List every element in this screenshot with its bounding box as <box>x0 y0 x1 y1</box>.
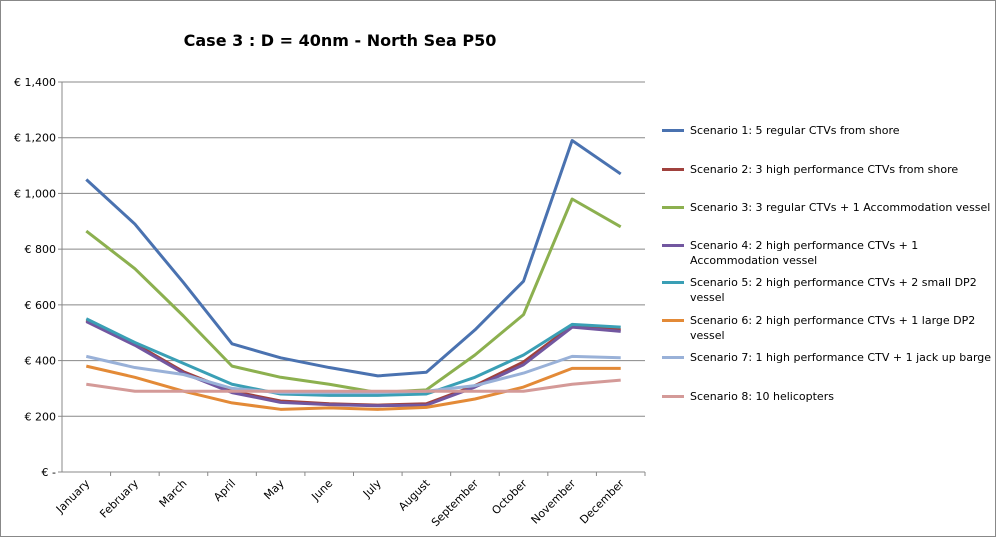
series-line <box>85 317 621 397</box>
y-tick-label: € 600 <box>25 299 57 312</box>
legend-swatch <box>662 395 684 398</box>
series-line <box>85 139 622 378</box>
legend-entry: Scenario 7: 1 high performance CTV + 1 j… <box>662 350 992 365</box>
legend-swatch <box>662 281 684 284</box>
y-tick-label: € 1,000 <box>14 187 56 200</box>
legend-entry: Scenario 2: 3 high performance CTVs from… <box>662 162 992 177</box>
legend-label: Scenario 7: 1 high performance CTV + 1 j… <box>690 351 992 364</box>
legend-label: Scenario 4: 2 high performance CTVs + 1 … <box>690 239 919 267</box>
legend-label: Scenario 8: 10 helicopters <box>690 390 834 403</box>
legend-entry: Scenario 3: 3 regular CTVs + 1 Accommoda… <box>662 200 992 215</box>
y-tick-label: € 400 <box>25 355 57 368</box>
legend-swatch <box>662 356 684 359</box>
legend-swatch <box>662 129 684 132</box>
series-line <box>85 197 622 395</box>
legend-swatch <box>662 244 684 247</box>
y-tick-label: € 800 <box>25 243 57 256</box>
y-tick-label: € 200 <box>25 410 57 423</box>
legend-entry: Scenario 6: 2 high performance CTVs + 1 … <box>662 313 992 343</box>
legend-entry: Scenario 5: 2 high performance CTVs + 2 … <box>662 275 992 305</box>
legend-swatch <box>662 168 684 171</box>
y-tick-label: € 1,200 <box>14 132 56 145</box>
legend-label: Scenario 5: 2 high performance CTVs + 2 … <box>690 276 977 304</box>
legend-entry: Scenario 1: 5 regular CTVs from shore <box>662 123 992 138</box>
legend-label: Scenario 1: 5 regular CTVs from shore <box>690 124 900 137</box>
legend-label: Scenario 3: 3 regular CTVs + 1 Accommoda… <box>690 201 991 214</box>
legend-swatch <box>662 319 684 322</box>
series-line <box>85 320 621 408</box>
legend-swatch <box>662 206 684 209</box>
legend-label: Scenario 6: 2 high performance CTVs + 1 … <box>690 314 976 342</box>
legend-entry: Scenario 8: 10 helicopters <box>662 389 992 404</box>
chart-title: Case 3 : D = 40nm - North Sea P50 <box>184 31 497 50</box>
legend-label: Scenario 2: 3 high performance CTVs from… <box>690 163 959 176</box>
y-tick-label: € 1,400 <box>14 76 56 89</box>
series-line <box>85 364 621 411</box>
legend-entry: Scenario 4: 2 high performance CTVs + 1 … <box>662 238 992 268</box>
y-tick-label: € - <box>42 466 56 479</box>
series-line <box>86 378 621 393</box>
